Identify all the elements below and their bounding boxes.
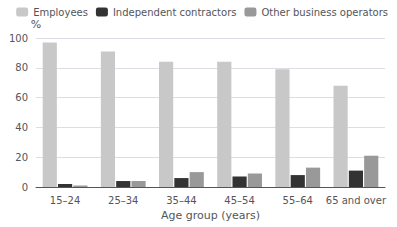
svg-text:35–44: 35–44 [166, 195, 196, 206]
svg-text:25–34: 25–34 [108, 195, 138, 206]
svg-text:%: % [31, 18, 41, 31]
svg-text:65 and over: 65 and over [326, 195, 387, 206]
svg-text:Independent contractors: Independent contractors [113, 7, 237, 18]
svg-text:20: 20 [15, 152, 28, 163]
svg-text:Other business operators: Other business operators [261, 7, 388, 18]
svg-text:45–54: 45–54 [224, 195, 254, 206]
svg-text:60: 60 [15, 92, 28, 103]
svg-text:Age group (years): Age group (years) [161, 209, 260, 222]
svg-text:100: 100 [9, 33, 28, 44]
svg-text:55–64: 55–64 [283, 195, 313, 206]
svg-text:Employees: Employees [33, 7, 88, 18]
svg-text:15–24: 15–24 [50, 195, 80, 206]
svg-text:0: 0 [22, 182, 28, 193]
svg-text:80: 80 [15, 62, 28, 73]
svg-text:40: 40 [15, 122, 28, 133]
